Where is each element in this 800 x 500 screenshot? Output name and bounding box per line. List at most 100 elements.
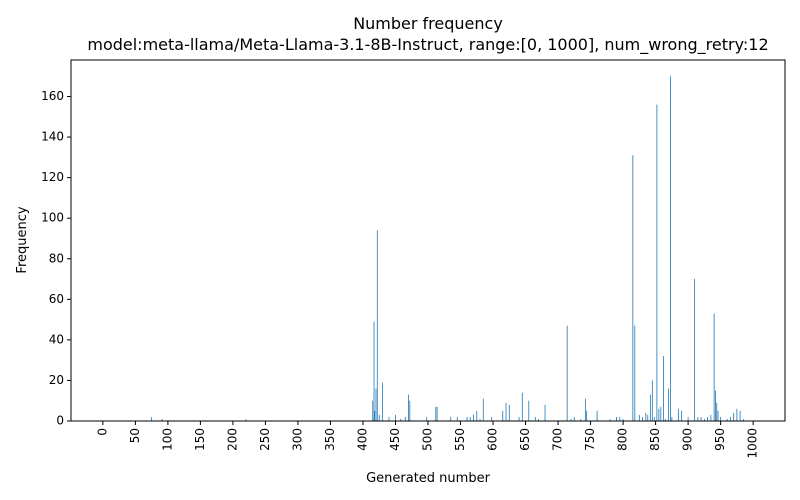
bar-220	[245, 418, 247, 421]
bar-545	[456, 416, 458, 421]
bar-885	[677, 408, 679, 421]
bar-855	[658, 408, 660, 421]
bar-980	[739, 410, 741, 421]
bar-615	[502, 410, 504, 421]
y-tick-label: 40	[49, 332, 64, 346]
bar-714	[566, 325, 568, 421]
x-tick-label: 250	[258, 428, 272, 451]
bar-series	[151, 76, 744, 422]
bar-620	[505, 402, 507, 421]
bar-470	[408, 394, 409, 421]
bar-425	[378, 414, 380, 421]
bar-670	[538, 418, 539, 421]
bar-780	[609, 418, 611, 421]
bar-930	[707, 416, 709, 421]
y-tick-label: 120	[41, 170, 64, 184]
bar-598	[491, 416, 493, 421]
y-axis: 0 20 40 60 80 100 120 140 160	[41, 89, 71, 428]
bar-570	[473, 414, 474, 421]
bar-458	[400, 418, 402, 421]
y-tick-label: 80	[49, 251, 64, 265]
bar-720	[570, 418, 572, 421]
y-tick-label: 100	[41, 211, 64, 225]
bar-585	[482, 398, 484, 421]
x-tick-label: 1000	[746, 428, 760, 459]
bar-965	[729, 416, 731, 421]
bar-875	[671, 416, 673, 421]
bar-825	[638, 414, 640, 421]
bar-75	[151, 416, 153, 421]
y-tick-label: 140	[41, 130, 64, 144]
bar-950	[720, 416, 722, 421]
bar-415	[372, 400, 374, 421]
x-tick-label: 500	[421, 428, 435, 451]
x-tick-label: 0	[95, 428, 109, 436]
bar-852	[656, 104, 658, 422]
x-tick-label: 800	[616, 428, 630, 451]
bar-920	[700, 416, 702, 421]
bar-942	[715, 390, 716, 421]
x-tick-label: 200	[225, 428, 239, 451]
bar-440	[388, 416, 390, 421]
x-tick-label: 650	[518, 428, 532, 451]
bar-858	[660, 406, 662, 421]
bar-680	[544, 404, 546, 421]
bar-514	[436, 406, 438, 421]
bar-946	[717, 410, 719, 421]
bar-985	[742, 418, 744, 421]
bar-935	[710, 414, 712, 421]
x-tick-label: 350	[323, 428, 337, 451]
bar-970	[733, 412, 735, 421]
bar-890	[681, 410, 683, 421]
y-tick-label: 60	[49, 292, 64, 306]
bar-925	[703, 418, 705, 421]
bar-430	[382, 382, 383, 421]
y-axis-label: Frequency	[15, 206, 30, 273]
bar-830	[642, 416, 643, 421]
bar-960	[726, 418, 728, 421]
bar-498	[426, 416, 428, 421]
bar-944	[716, 402, 718, 421]
y-tick-label: 0	[56, 414, 64, 428]
x-tick-label: 750	[583, 428, 597, 451]
plot-frame	[70, 59, 786, 422]
x-tick-label: 100	[160, 428, 174, 451]
y-tick-label: 160	[41, 89, 64, 103]
bar-742	[584, 398, 586, 421]
x-tick-label: 700	[551, 428, 565, 451]
x-tick-label: 850	[648, 428, 662, 451]
chart-title: Number frequency	[353, 14, 503, 33]
bar-417	[373, 321, 375, 421]
bar-422	[376, 230, 378, 421]
bar-418	[374, 410, 376, 421]
bar-873	[670, 76, 671, 421]
x-tick-label: 50	[128, 428, 142, 443]
bar-800	[622, 418, 624, 421]
bar-838	[647, 414, 649, 421]
x-axis-label: Generated number	[366, 471, 490, 486]
x-tick-label: 550	[453, 428, 467, 451]
bar-450	[395, 414, 396, 421]
bar-870	[668, 388, 669, 421]
bar-420	[375, 388, 377, 421]
x-tick-label: 450	[388, 428, 402, 451]
bar-512	[435, 406, 437, 421]
x-tick-label: 900	[681, 428, 695, 451]
bar-835	[645, 412, 647, 421]
chart-subtitle: model:meta-llama/Meta-Llama-3.1-8B-Instr…	[87, 35, 768, 55]
bar-535	[450, 416, 452, 421]
bar-655	[528, 400, 530, 421]
y-tick-label: 20	[49, 373, 64, 387]
bar-900	[687, 416, 689, 421]
bar-865	[664, 418, 666, 421]
bar-862	[663, 356, 664, 421]
bar-91	[161, 418, 163, 421]
bar-848	[653, 416, 655, 421]
bar-665	[534, 416, 536, 421]
bar-560	[466, 416, 468, 421]
bar-580	[479, 418, 481, 421]
bar-565	[469, 416, 471, 421]
bar-845	[651, 380, 653, 421]
bar-465	[404, 416, 406, 421]
